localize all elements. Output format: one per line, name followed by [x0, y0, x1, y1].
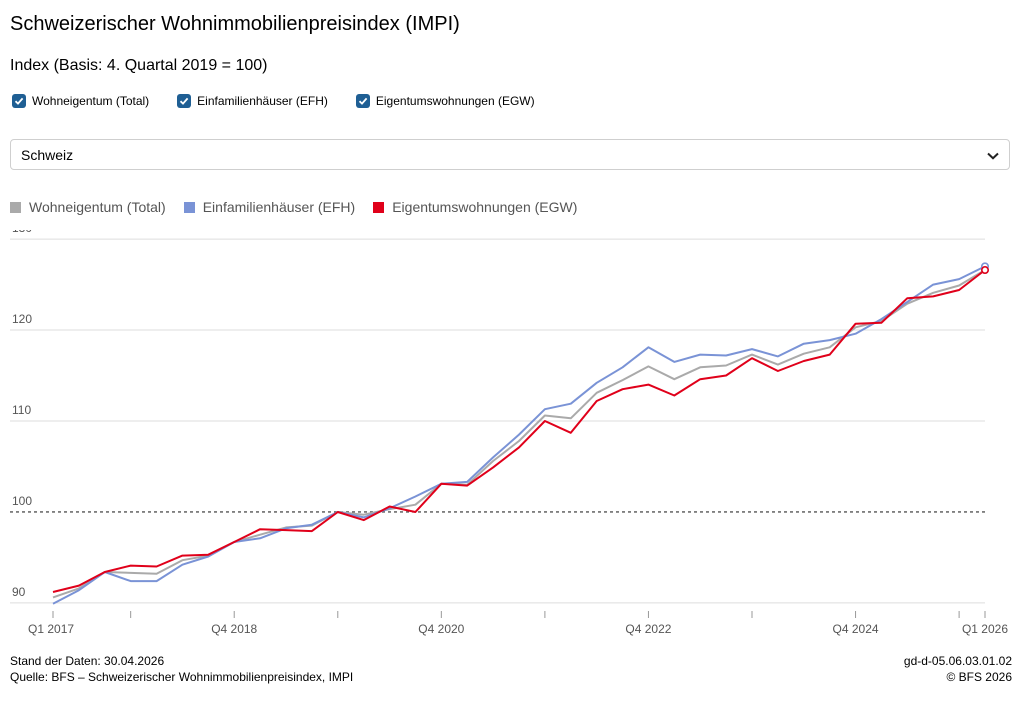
checkbox-checked-icon[interactable] — [12, 94, 26, 108]
filter-efh[interactable]: Einfamilienhäuser (EFH) — [177, 94, 328, 108]
chevron-down-icon — [987, 147, 999, 163]
legend-item-egw[interactable]: Eigentumswohnungen (EGW) — [373, 199, 577, 215]
x-tick-label: Q4 2024 — [833, 622, 879, 636]
legend-label: Wohneigentum (Total) — [29, 199, 166, 215]
legend-swatch — [373, 201, 385, 213]
filter-label: Wohneigentum (Total) — [32, 94, 150, 108]
series-end-marker-3 — [980, 266, 989, 275]
data-date: Stand der Daten: 30.04.2026 — [10, 654, 165, 668]
filter-label: Eigentumswohnungen (EGW) — [375, 94, 535, 108]
series-line-2 — [52, 265, 986, 605]
x-tick-label: Q4 2020 — [418, 622, 464, 636]
line-chart: 90 100 110 120 130 Q1 2017 Q4 2018 Q4 2020 Q4 20… — [10, 230, 1008, 636]
page-title: Schweizerischer Wohnimmobilienpreisindex… — [10, 13, 460, 35]
region-select[interactable]: Schweiz — [10, 139, 1010, 170]
legend-label: Eigentumswohnungen (EGW) — [392, 199, 578, 215]
filter-label: Einfamilienhäuser (EFH) — [197, 94, 328, 108]
series-line-3 — [52, 269, 986, 593]
chart-subtitle: Index (Basis: 4. Quartal 2019 = 100) — [10, 57, 268, 74]
legend-item-total[interactable]: Wohneigentum (Total) — [10, 199, 166, 215]
x-tick-label: Q1 2017 — [28, 622, 74, 636]
y-tick-label: 130 — [12, 230, 32, 235]
series-filters: Wohneigentum (Total) Einfamilienhäuser (… — [12, 94, 535, 108]
checkbox-checked-icon[interactable] — [355, 94, 370, 108]
x-tick-label: Q1 2026 — [962, 622, 1008, 636]
y-tick-label: 90 — [12, 585, 26, 599]
x-tick-label: Q4 2022 — [625, 622, 671, 636]
y-tick-label: 110 — [12, 403, 31, 417]
y-tick-label: 120 — [12, 312, 32, 326]
legend-swatch — [183, 201, 195, 213]
footer-left: Stand der Daten: 30.04.2026 Quelle: BFS … — [10, 653, 353, 685]
chart-legend: Wohneigentum (Total) Einfamilienhäuser (… — [10, 199, 577, 215]
legend-swatch — [10, 201, 21, 213]
x-tick-label: Q4 2018 — [211, 622, 257, 636]
filter-egw[interactable]: Eigentumswohnungen (EGW) — [355, 94, 535, 108]
legend-item-efh[interactable]: Einfamilienhäuser (EFH) — [183, 199, 356, 215]
checkbox-checked-icon[interactable] — [177, 94, 192, 108]
data-source: Quelle: BFS – Schweizerischer Wohnimmobi… — [10, 670, 354, 684]
region-select-value: Schweiz — [21, 146, 74, 163]
chart-code: gd-d-05.06.03.01.02 — [903, 654, 1012, 668]
y-tick-label: 100 — [12, 494, 32, 508]
filter-total[interactable]: Wohneigentum (Total) — [12, 94, 149, 108]
copyright: © BFS 2026 — [946, 670, 1012, 684]
legend-label: Einfamilienhäuser (EFH) — [202, 199, 356, 215]
footer-right: gd-d-05.06.03.01.02 © BFS 2026 — [904, 653, 1012, 685]
